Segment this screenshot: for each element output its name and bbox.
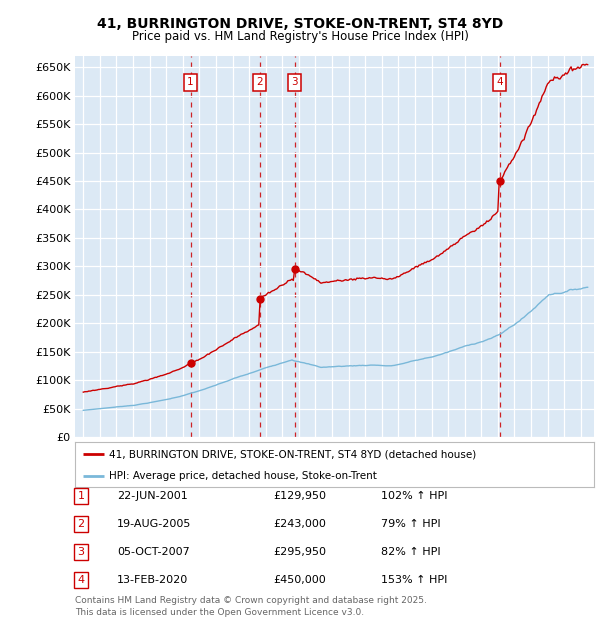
Text: 13-FEB-2020: 13-FEB-2020 xyxy=(117,575,188,585)
Text: 4: 4 xyxy=(497,78,503,87)
Text: 1: 1 xyxy=(187,78,194,87)
Text: 82% ↑ HPI: 82% ↑ HPI xyxy=(381,547,440,557)
Text: 1: 1 xyxy=(77,491,85,501)
Text: 102% ↑ HPI: 102% ↑ HPI xyxy=(381,491,448,501)
Text: 22-JUN-2001: 22-JUN-2001 xyxy=(117,491,188,501)
Text: 2: 2 xyxy=(256,78,263,87)
Text: 41, BURRINGTON DRIVE, STOKE-ON-TRENT, ST4 8YD: 41, BURRINGTON DRIVE, STOKE-ON-TRENT, ST… xyxy=(97,17,503,32)
Text: 05-OCT-2007: 05-OCT-2007 xyxy=(117,547,190,557)
Text: 79% ↑ HPI: 79% ↑ HPI xyxy=(381,519,440,529)
Text: 41, BURRINGTON DRIVE, STOKE-ON-TRENT, ST4 8YD (detached house): 41, BURRINGTON DRIVE, STOKE-ON-TRENT, ST… xyxy=(109,449,476,459)
Text: £129,950: £129,950 xyxy=(273,491,326,501)
Text: 3: 3 xyxy=(77,547,85,557)
Text: Price paid vs. HM Land Registry's House Price Index (HPI): Price paid vs. HM Land Registry's House … xyxy=(131,30,469,43)
Text: 19-AUG-2005: 19-AUG-2005 xyxy=(117,519,191,529)
Text: £450,000: £450,000 xyxy=(273,575,326,585)
Text: 4: 4 xyxy=(77,575,85,585)
Text: £295,950: £295,950 xyxy=(273,547,326,557)
Text: HPI: Average price, detached house, Stoke-on-Trent: HPI: Average price, detached house, Stok… xyxy=(109,471,377,480)
Text: 3: 3 xyxy=(292,78,298,87)
Text: 153% ↑ HPI: 153% ↑ HPI xyxy=(381,575,448,585)
Text: 2: 2 xyxy=(77,519,85,529)
Text: Contains HM Land Registry data © Crown copyright and database right 2025.
This d: Contains HM Land Registry data © Crown c… xyxy=(75,596,427,617)
Text: £243,000: £243,000 xyxy=(273,519,326,529)
